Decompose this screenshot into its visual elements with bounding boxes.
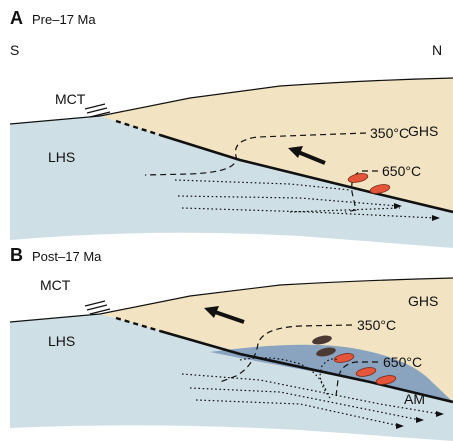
fault-symbol-b — [84, 300, 111, 315]
mct-fault-line-a — [159, 133, 453, 214]
melt-lens-a-2 — [369, 184, 391, 194]
isotherm-350-label-a: 350°C — [370, 125, 409, 141]
isotherm-650-b — [335, 361, 378, 397]
melt-lens-b-1 — [333, 353, 355, 363]
isotherm-350-label-b: 350°C — [357, 317, 396, 333]
am-label-b: AM — [404, 391, 425, 407]
isotherm-350-a — [144, 132, 367, 176]
isotherm-650-a — [344, 170, 378, 213]
direction-south-label: S — [10, 42, 19, 58]
isotherm-650-label-b: 650°C — [383, 354, 422, 370]
ghs-label-a: GHS — [408, 123, 438, 139]
isotherm-350-b — [219, 324, 353, 383]
lens-cool-b-1 — [312, 335, 332, 345]
panel-b-letter: B — [10, 245, 23, 265]
panel-a: A Pre–17 Ma S N MCT GHS LHS 350°C 650°C — [9, 8, 453, 248]
mct-eroded-trace-b — [115, 316, 161, 333]
flow-lines-a — [174, 179, 440, 221]
mct-label-a: MCT — [55, 91, 86, 107]
melt-lens-b-2 — [355, 367, 377, 377]
fault-symbol-a — [84, 103, 111, 118]
ghs-label-b: GHS — [408, 293, 438, 309]
mct-label-b: MCT — [40, 277, 71, 293]
lens-cool-b-2 — [316, 347, 336, 357]
panel-a-subtitle: Pre–17 Ma — [32, 12, 96, 27]
lhs-unit-a — [10, 116, 453, 248]
mct-fault-line-b — [159, 329, 453, 404]
isotherm-650-label-a: 650°C — [382, 163, 421, 179]
mct-eroded-trace-a — [115, 119, 161, 137]
melt-lens-b-3 — [375, 375, 397, 385]
extrusion-arrow-b — [204, 306, 245, 324]
panel-b: B Post–17 Ma MCT GHS LHS AM 350°C 650°C — [9, 245, 453, 441]
direction-north-label: N — [432, 42, 442, 58]
extrusion-arrow-a — [288, 146, 326, 165]
melt-lens-a-1 — [347, 173, 369, 183]
flow-lines-b — [181, 357, 444, 429]
surface-line-a — [9, 77, 453, 125]
lhs-label-a: LHS — [48, 149, 75, 165]
lhs-label-b: LHS — [48, 333, 75, 349]
surface-line-b — [9, 277, 453, 323]
panel-b-subtitle: Post–17 Ma — [32, 249, 102, 264]
panel-a-letter: A — [10, 8, 23, 28]
